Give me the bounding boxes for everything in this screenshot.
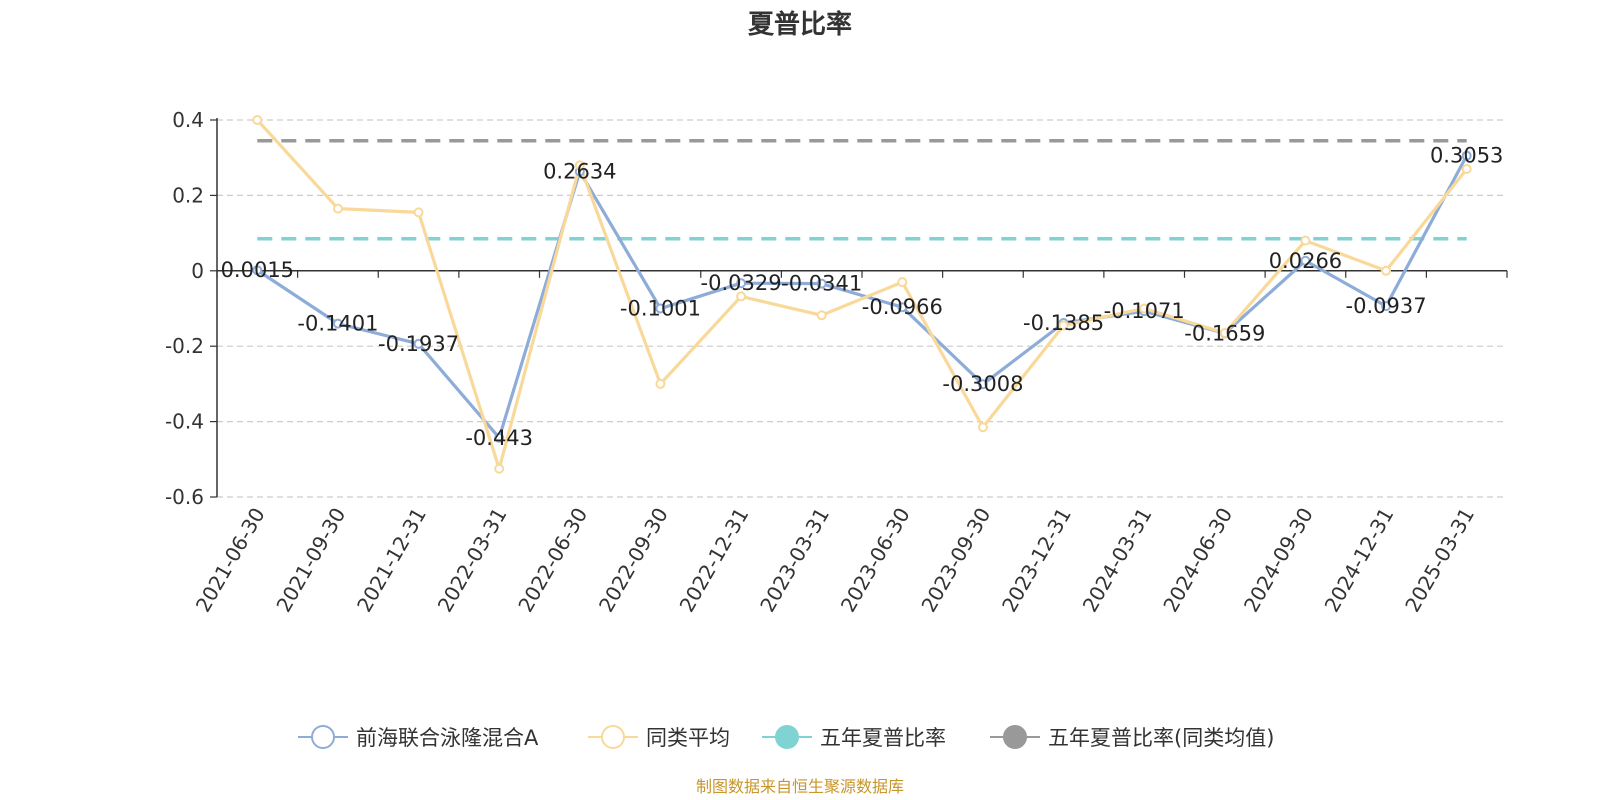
series-points [252, 115, 1472, 474]
data-label: 0.0015 [221, 258, 294, 282]
x-tick-label: 2021-12-31 [352, 504, 431, 617]
data-point [332, 318, 343, 329]
x-tick-label: 2022-09-30 [594, 504, 673, 617]
data-label: -0.1385 [1023, 311, 1104, 335]
data-label: 0.3053 [1430, 144, 1503, 168]
legend-label: 前海联合泳隆混合A [356, 726, 539, 750]
legend-label: 五年夏普比率(同类均值) [1048, 726, 1274, 750]
x-tick-label: 2024-12-31 [1319, 504, 1398, 617]
data-label: 0.0266 [1269, 249, 1342, 273]
data-point [1461, 150, 1472, 161]
reference-lines [257, 138, 1467, 241]
data-point [897, 277, 908, 288]
data-label: -0.443 [465, 426, 533, 450]
legend-marker-icon [775, 725, 799, 749]
data-label: -0.1001 [620, 297, 701, 321]
data-point [413, 207, 424, 218]
data-label: -0.0341 [781, 272, 862, 296]
x-tick-label: 2022-03-31 [433, 504, 512, 617]
data-point [574, 160, 585, 171]
x-tick-label: 2022-06-30 [513, 504, 592, 617]
x-tick-label: 2023-06-30 [836, 504, 915, 617]
grid-lines [217, 119, 1507, 498]
data-label: -0.0329 [701, 271, 782, 295]
x-tick-label: 2023-03-31 [755, 504, 834, 617]
data-point [1058, 320, 1069, 331]
data-point [816, 310, 827, 321]
x-tick-label: 2024-03-31 [1078, 504, 1157, 617]
data-point [816, 278, 827, 289]
y-tick-label: 0.2 [172, 183, 204, 207]
y-tick-label: -0.6 [165, 485, 204, 509]
data-point [252, 265, 263, 276]
data-label: -0.1401 [297, 312, 378, 336]
data-label: -0.1659 [1184, 321, 1265, 345]
y-tick-label: -0.2 [165, 334, 204, 358]
data-point [1381, 265, 1392, 276]
data-point [655, 378, 666, 389]
legend-marker-icon [1003, 725, 1027, 749]
legend-marker-icon [311, 725, 335, 749]
y-tick-label: 0 [191, 259, 204, 283]
data-label: 0.2634 [543, 159, 616, 183]
legend-label: 五年夏普比率 [820, 726, 946, 750]
series-lines [256, 118, 1469, 471]
data-label: -0.0937 [1346, 294, 1427, 318]
x-tick-label: 2023-09-30 [916, 504, 995, 617]
data-point [736, 278, 747, 289]
x-tick-label: 2021-06-30 [191, 504, 270, 617]
data-point [494, 432, 505, 443]
data-label: -0.0966 [862, 295, 943, 319]
legend-marker-icon [601, 725, 625, 749]
data-point [977, 422, 988, 433]
data-point [413, 338, 424, 349]
data-label: -0.3008 [942, 372, 1023, 396]
y-tick-label: -0.4 [165, 410, 204, 434]
data-labels: 0.0015-0.1401-0.1937-0.4430.2634-0.1001-… [221, 144, 1504, 450]
data-point [897, 302, 908, 313]
x-tick-label: 2024-09-30 [1239, 504, 1318, 617]
data-point [1219, 328, 1230, 339]
data-point [252, 115, 263, 125]
x-tick-label: 2024-06-30 [1158, 504, 1237, 617]
x-tick-label: 2025-03-31 [1400, 504, 1479, 617]
source-note: 制图数据来自恒生聚源数据库 [696, 777, 904, 796]
data-label: -0.1937 [378, 332, 459, 356]
legend: 前海联合泳隆混合A 同类平均 五年夏普比率 五年夏普比率(同类均值) [298, 725, 1274, 750]
data-point [655, 303, 666, 314]
series-line [256, 118, 1468, 471]
data-point [1300, 255, 1311, 266]
data-point [1139, 303, 1150, 314]
data-point [977, 379, 988, 390]
data-label: -0.1071 [1104, 299, 1185, 323]
x-tick-label: 2022-12-31 [674, 504, 753, 617]
series-line [256, 154, 1469, 440]
data-point [332, 203, 343, 214]
chart-title: 夏普比率 [748, 9, 852, 40]
x-tick-label: 2023-12-31 [997, 504, 1076, 617]
legend-label: 同类平均 [646, 726, 730, 750]
x-tick-label: 2021-09-30 [271, 504, 350, 617]
data-point [1300, 235, 1311, 246]
y-tick-label: 0.4 [172, 108, 204, 132]
data-point [1461, 164, 1472, 175]
data-point [494, 463, 505, 474]
data-point [736, 291, 747, 302]
data-point [1381, 301, 1392, 312]
